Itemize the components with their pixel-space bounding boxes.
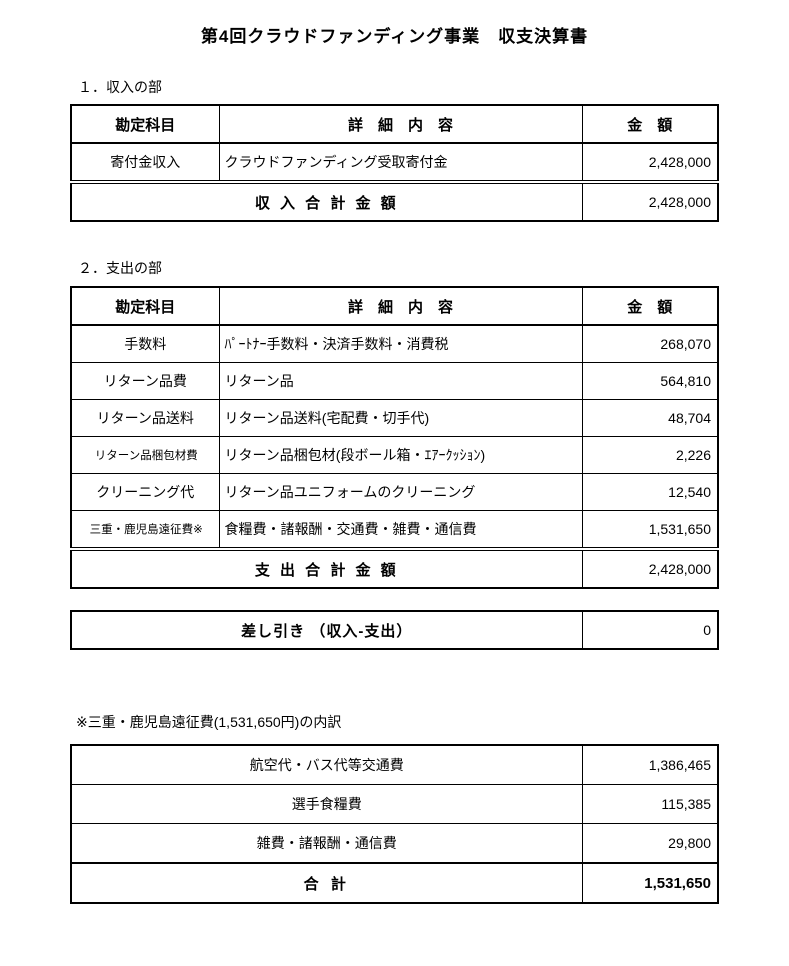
expense-header-detail: 詳 細 内 容 (218, 286, 583, 326)
breakdown-amount-cell: 115,385 (581, 784, 719, 824)
income-detail-cell: クラウドファンディング受取寄付金 (218, 142, 583, 183)
expense-row: クリーニング代 リターン品ユニフォームのクリーニング 12,540 (70, 473, 719, 511)
breakdown-item-cell: 雑費・諸報酬・通信費 (70, 823, 583, 864)
breakdown-total-row: 合 計 1,531,650 (70, 862, 719, 904)
expense-account-cell: 三重・鹿児島遠征費※ (70, 510, 220, 550)
income-amount-cell: 2,428,000 (581, 142, 719, 183)
expense-account-cell: クリーニング代 (70, 473, 220, 511)
expense-amount-cell: 48,704 (581, 399, 719, 437)
income-header-account: 勘定科目 (70, 104, 220, 144)
income-table: 勘定科目 詳 細 内 容 金 額 寄付金収入 クラウドファンディング受取寄付金 … (70, 104, 719, 222)
breakdown-amount-cell: 1,386,465 (581, 744, 719, 785)
expense-section-heading: ２．支出の部 (78, 260, 162, 276)
expense-row: リターン品費 リターン品 564,810 (70, 362, 719, 400)
expense-account-cell: リターン品送料 (70, 399, 220, 437)
breakdown-total-label: 合 計 (70, 862, 583, 904)
expense-header-account: 勘定科目 (70, 286, 220, 326)
expense-total-label: 支 出 合 計 金 額 (70, 547, 583, 589)
income-header-amount: 金 額 (581, 104, 719, 144)
breakdown-table: 航空代・バス代等交通費 1,386,465 選手食糧費 115,385 雑費・諸… (70, 744, 719, 904)
breakdown-section-heading: ※三重・鹿児島遠征費(1,531,650円)の内訳 (76, 714, 342, 730)
income-header-detail: 詳 細 内 容 (218, 104, 583, 144)
expense-detail-cell: リターン品 (218, 362, 583, 400)
income-header-row: 勘定科目 詳 細 内 容 金 額 (70, 104, 719, 144)
income-total-amount: 2,428,000 (581, 180, 719, 222)
expense-detail-cell: リターン品梱包材(段ボール箱・ｴｱｰｸｯｼｮﾝ) (218, 436, 583, 474)
balance-table: 差し引き （収入-支出） 0 (70, 610, 719, 650)
expense-account-cell: リターン品費 (70, 362, 220, 400)
breakdown-row: 航空代・バス代等交通費 1,386,465 (70, 744, 719, 785)
breakdown-item-cell: 選手食糧費 (70, 784, 583, 824)
expense-header-amount: 金 額 (581, 286, 719, 326)
expense-total-row: 支 出 合 計 金 額 2,428,000 (70, 547, 719, 589)
expense-row: リターン品梱包材費 リターン品梱包材(段ボール箱・ｴｱｰｸｯｼｮﾝ) 2,226 (70, 436, 719, 474)
expense-table: 勘定科目 詳 細 内 容 金 額 手数料 ﾊﾟｰﾄﾅｰ手数料・決済手数料・消費税… (70, 286, 719, 589)
breakdown-row: 選手食糧費 115,385 (70, 784, 719, 824)
expense-row: リターン品送料 リターン品送料(宅配費・切手代) 48,704 (70, 399, 719, 437)
income-row: 寄付金収入 クラウドファンディング受取寄付金 2,428,000 (70, 142, 719, 183)
expense-header-row: 勘定科目 詳 細 内 容 金 額 (70, 286, 719, 326)
balance-label: 差し引き （収入-支出） (70, 610, 583, 650)
expense-detail-cell: リターン品送料(宅配費・切手代) (218, 399, 583, 437)
expense-detail-cell: リターン品ユニフォームのクリーニング (218, 473, 583, 511)
income-section-heading: １．収入の部 (78, 79, 162, 95)
expense-detail-cell: 食糧費・諸報酬・交通費・雑費・通信費 (218, 510, 583, 550)
page-title: 第4回クラウドファンディング事業 収支決算書 (200, 27, 589, 46)
expense-account-cell: リターン品梱包材費 (70, 436, 220, 474)
balance-row: 差し引き （収入-支出） 0 (70, 610, 719, 650)
expense-amount-cell: 268,070 (581, 324, 719, 363)
expense-amount-cell: 564,810 (581, 362, 719, 400)
breakdown-row: 雑費・諸報酬・通信費 29,800 (70, 823, 719, 864)
income-account-cell: 寄付金収入 (70, 142, 220, 183)
expense-row: 手数料 ﾊﾟｰﾄﾅｰ手数料・決済手数料・消費税 268,070 (70, 324, 719, 363)
expense-total-amount: 2,428,000 (581, 547, 719, 589)
expense-account-cell: 手数料 (70, 324, 220, 363)
breakdown-item-cell: 航空代・バス代等交通費 (70, 744, 583, 785)
expense-amount-cell: 12,540 (581, 473, 719, 511)
breakdown-total-amount: 1,531,650 (581, 862, 719, 904)
breakdown-amount-cell: 29,800 (581, 823, 719, 864)
expense-detail-cell: ﾊﾟｰﾄﾅｰ手数料・決済手数料・消費税 (218, 324, 583, 363)
expense-amount-cell: 1,531,650 (581, 510, 719, 550)
expense-amount-cell: 2,226 (581, 436, 719, 474)
income-total-label: 収 入 合 計 金 額 (70, 180, 583, 222)
expense-row: 三重・鹿児島遠征費※ 食糧費・諸報酬・交通費・雑費・通信費 1,531,650 (70, 510, 719, 550)
balance-value: 0 (581, 610, 719, 650)
income-total-row: 収 入 合 計 金 額 2,428,000 (70, 180, 719, 222)
